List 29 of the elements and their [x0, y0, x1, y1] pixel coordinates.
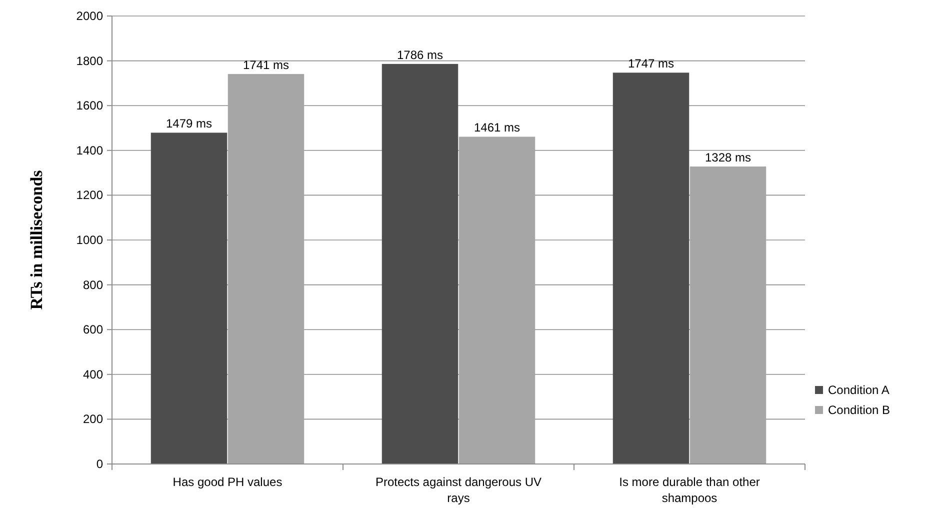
y-axis-title: RTs in milliseconds: [27, 170, 46, 310]
y-tick-label: 1400: [76, 143, 104, 158]
data-label: 1479 ms: [166, 116, 212, 131]
x-tick-label: Protects against dangerous UV rays: [375, 475, 542, 505]
legend-label: Condition A: [828, 383, 890, 397]
bar: [612, 72, 690, 464]
y-tick-label: 200: [82, 412, 104, 426]
x-tick-label: Has good PH values: [172, 475, 282, 489]
bar: [150, 132, 228, 464]
bar: [458, 136, 536, 464]
data-label: 1741 ms: [242, 58, 290, 72]
y-tick-label: 2000: [76, 9, 104, 23]
y-tick-label: 1800: [76, 54, 104, 68]
y-tick-label: 800: [82, 278, 104, 292]
data-label: 1786 ms: [396, 48, 444, 62]
data-label: 1328 ms: [704, 150, 752, 165]
bar: [690, 166, 766, 464]
x-tick-label: Is more durable than other shampoos: [619, 475, 760, 505]
bar: [382, 64, 458, 464]
y-tick-label: 600: [82, 322, 104, 337]
data-label: 1461 ms: [474, 120, 520, 135]
bar: [228, 74, 304, 464]
y-tick-label: 400: [82, 367, 104, 382]
y-tick-label: 0: [96, 457, 104, 471]
data-label: 1747 ms: [628, 56, 674, 71]
y-tick-label: 1000: [76, 233, 104, 247]
legend-label: Condition B: [828, 403, 890, 417]
y-tick-label: 1600: [76, 98, 104, 113]
y-tick-label: 1200: [76, 188, 104, 202]
